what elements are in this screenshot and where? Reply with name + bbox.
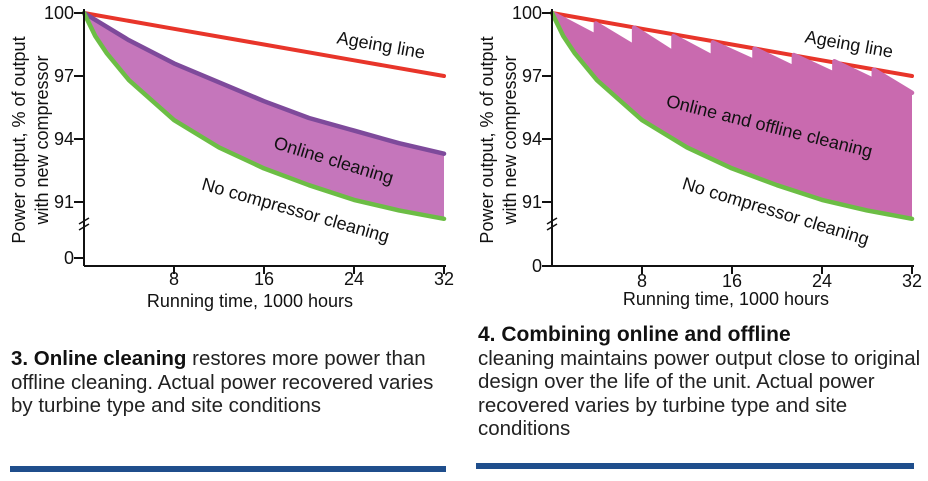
series-line-ageing-line bbox=[82, 11, 446, 78]
divider-rule bbox=[476, 463, 914, 469]
y-tick-label: 100 bbox=[44, 3, 74, 23]
y-tick-label: 97 bbox=[54, 66, 74, 86]
axis-break-mark bbox=[546, 217, 558, 225]
y-tick-label: 94 bbox=[54, 129, 74, 149]
x-axis-title: Running time, 1000 hours bbox=[623, 289, 829, 309]
y-tick-label: 100 bbox=[512, 3, 542, 23]
x-tick-label: 24 bbox=[344, 269, 364, 289]
caption-lead: 3. Online cleaning bbox=[11, 347, 187, 370]
caption-body: restores more power than offline cleanin… bbox=[11, 347, 434, 417]
series-label-ageing-line: Ageing line bbox=[803, 27, 894, 62]
y-tick-label: 91 bbox=[522, 192, 542, 212]
axis-break-mark bbox=[78, 217, 90, 225]
x-tick-label: 16 bbox=[722, 271, 742, 291]
y-tick-label: 0 bbox=[64, 248, 74, 268]
x-tick-label: 16 bbox=[254, 269, 274, 289]
series-line-online-and-offline-cleaning bbox=[549, 10, 915, 96]
y-axis-title-line: with new compressor bbox=[32, 55, 52, 225]
series-label-ageing-line: Ageing line bbox=[335, 28, 426, 63]
caption-combined-cleaning: 4. Combining online and offline cleaning … bbox=[478, 323, 923, 441]
y-axis-title-line: with new compressor bbox=[500, 55, 520, 225]
x-tick-label: 8 bbox=[169, 269, 179, 289]
y-tick-label: 94 bbox=[522, 129, 542, 149]
x-tick-label: 32 bbox=[434, 269, 454, 289]
axis-break-mark bbox=[78, 223, 90, 231]
y-tick-label: 97 bbox=[522, 66, 542, 86]
chart-online-cleaning: 100 97 94 91 0 8 16 24 32 Running time, 1000 hour… bbox=[9, 3, 454, 311]
x-tick-label: 32 bbox=[902, 271, 922, 291]
cleaning-benefit-area bbox=[552, 13, 912, 219]
x-axis-title: Running time, 1000 hours bbox=[147, 291, 353, 311]
chart-combined-cleaning: 100 97 94 91 0 8 16 24 32 Running time, 1000 hour… bbox=[477, 3, 922, 309]
caption-lead: 4. Combining online and offline bbox=[478, 323, 791, 346]
series-line-ageing-line bbox=[550, 11, 914, 78]
divider-rule bbox=[10, 466, 446, 472]
series-line-no-compressor-cleaning bbox=[549, 10, 915, 222]
chart-panel-combined-cleaning: 100 97 94 91 0 8 16 24 32 Running time, 1000 hour… bbox=[468, 0, 928, 481]
y-tick-label: 0 bbox=[532, 256, 542, 276]
chart-panel-online-cleaning: 100 97 94 91 0 8 16 24 32 Running time, 1000 hour… bbox=[0, 0, 460, 481]
series-line-no-compressor-cleaning bbox=[81, 10, 447, 222]
series-line-online-cleaning bbox=[81, 10, 447, 156]
x-tick-label: 24 bbox=[812, 271, 832, 291]
x-tick-label: 8 bbox=[637, 271, 647, 291]
y-axis-title-line: Power output, % of output bbox=[477, 36, 497, 243]
axis-break-mark bbox=[546, 223, 558, 231]
y-tick-label: 91 bbox=[54, 192, 74, 212]
caption-body: cleaning maintains power output close to… bbox=[478, 346, 921, 441]
caption-online-cleaning: 3. Online cleaning restores more power t… bbox=[11, 347, 451, 418]
y-axis-title-line: Power output, % of output bbox=[9, 36, 29, 243]
